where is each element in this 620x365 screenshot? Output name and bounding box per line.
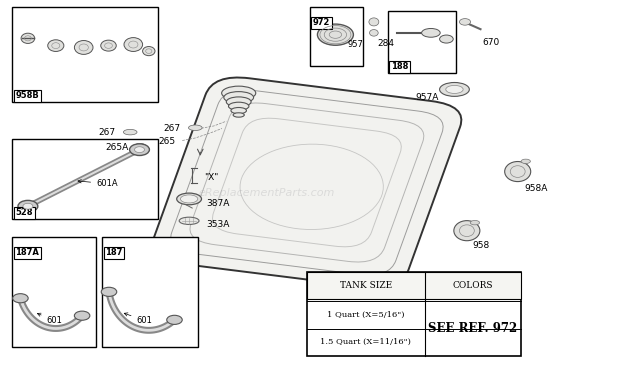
- Text: 601A: 601A: [78, 179, 118, 188]
- Ellipse shape: [229, 102, 249, 110]
- Ellipse shape: [130, 144, 149, 155]
- Bar: [102, 237, 198, 347]
- Ellipse shape: [505, 161, 531, 181]
- Text: 670: 670: [482, 38, 500, 47]
- Text: TANK SIZE: TANK SIZE: [340, 281, 392, 290]
- Ellipse shape: [23, 203, 33, 209]
- Text: 284: 284: [377, 39, 394, 47]
- Ellipse shape: [317, 24, 353, 45]
- Ellipse shape: [233, 113, 244, 117]
- Text: 187: 187: [105, 248, 123, 257]
- Text: 958: 958: [472, 241, 490, 250]
- Text: 528: 528: [16, 208, 33, 217]
- Bar: [307, 272, 521, 299]
- Ellipse shape: [188, 125, 202, 131]
- Text: 1.5 Quart (X=11/16"): 1.5 Quart (X=11/16"): [321, 338, 411, 346]
- Ellipse shape: [74, 311, 90, 320]
- Text: 601: 601: [124, 313, 153, 325]
- Ellipse shape: [143, 47, 155, 56]
- Text: 187A: 187A: [16, 248, 40, 257]
- Text: 265: 265: [159, 137, 176, 146]
- Text: eReplacementParts.com: eReplacementParts.com: [198, 188, 335, 199]
- Text: 353A: 353A: [206, 220, 229, 229]
- FancyBboxPatch shape: [153, 77, 461, 288]
- Ellipse shape: [471, 220, 480, 225]
- Ellipse shape: [231, 107, 247, 114]
- Ellipse shape: [369, 18, 379, 26]
- Text: COLORS: COLORS: [453, 281, 493, 290]
- Ellipse shape: [48, 40, 64, 51]
- Ellipse shape: [224, 92, 254, 103]
- Bar: [12, 7, 158, 102]
- Text: 188: 188: [391, 62, 408, 71]
- Ellipse shape: [370, 30, 378, 36]
- Ellipse shape: [135, 147, 144, 153]
- Text: 267: 267: [163, 124, 180, 133]
- Ellipse shape: [446, 85, 463, 93]
- Bar: [388, 11, 456, 73]
- Ellipse shape: [422, 28, 440, 37]
- Ellipse shape: [135, 143, 146, 149]
- Text: 601: 601: [37, 313, 63, 325]
- Ellipse shape: [180, 195, 198, 203]
- Ellipse shape: [21, 33, 35, 43]
- Ellipse shape: [440, 35, 453, 43]
- Ellipse shape: [222, 86, 256, 100]
- Ellipse shape: [12, 294, 28, 303]
- Text: 972: 972: [313, 18, 330, 27]
- Ellipse shape: [179, 217, 199, 224]
- Text: 958B: 958B: [16, 91, 39, 100]
- Text: 957A: 957A: [415, 93, 439, 102]
- Ellipse shape: [226, 97, 251, 107]
- Text: "X": "X": [205, 173, 219, 181]
- Ellipse shape: [74, 41, 93, 54]
- Text: 958A: 958A: [524, 184, 547, 193]
- Bar: [12, 237, 96, 347]
- Text: SEE REF. 972: SEE REF. 972: [428, 322, 517, 335]
- Ellipse shape: [177, 193, 202, 205]
- Text: 265A: 265A: [105, 143, 129, 151]
- Bar: [12, 139, 158, 219]
- Ellipse shape: [454, 220, 480, 241]
- Ellipse shape: [123, 129, 137, 135]
- Ellipse shape: [18, 200, 38, 212]
- Text: 267: 267: [98, 128, 115, 137]
- Ellipse shape: [440, 82, 469, 96]
- Ellipse shape: [167, 315, 182, 324]
- Bar: [307, 272, 521, 356]
- Ellipse shape: [459, 19, 471, 25]
- Ellipse shape: [124, 38, 143, 51]
- Ellipse shape: [100, 40, 117, 51]
- Ellipse shape: [521, 159, 530, 164]
- Text: 1 Quart (X=5/16"): 1 Quart (X=5/16"): [327, 311, 404, 319]
- Ellipse shape: [101, 287, 117, 296]
- Text: 387A: 387A: [206, 199, 229, 208]
- Text: 957: 957: [347, 41, 363, 49]
- Bar: [310, 7, 363, 66]
